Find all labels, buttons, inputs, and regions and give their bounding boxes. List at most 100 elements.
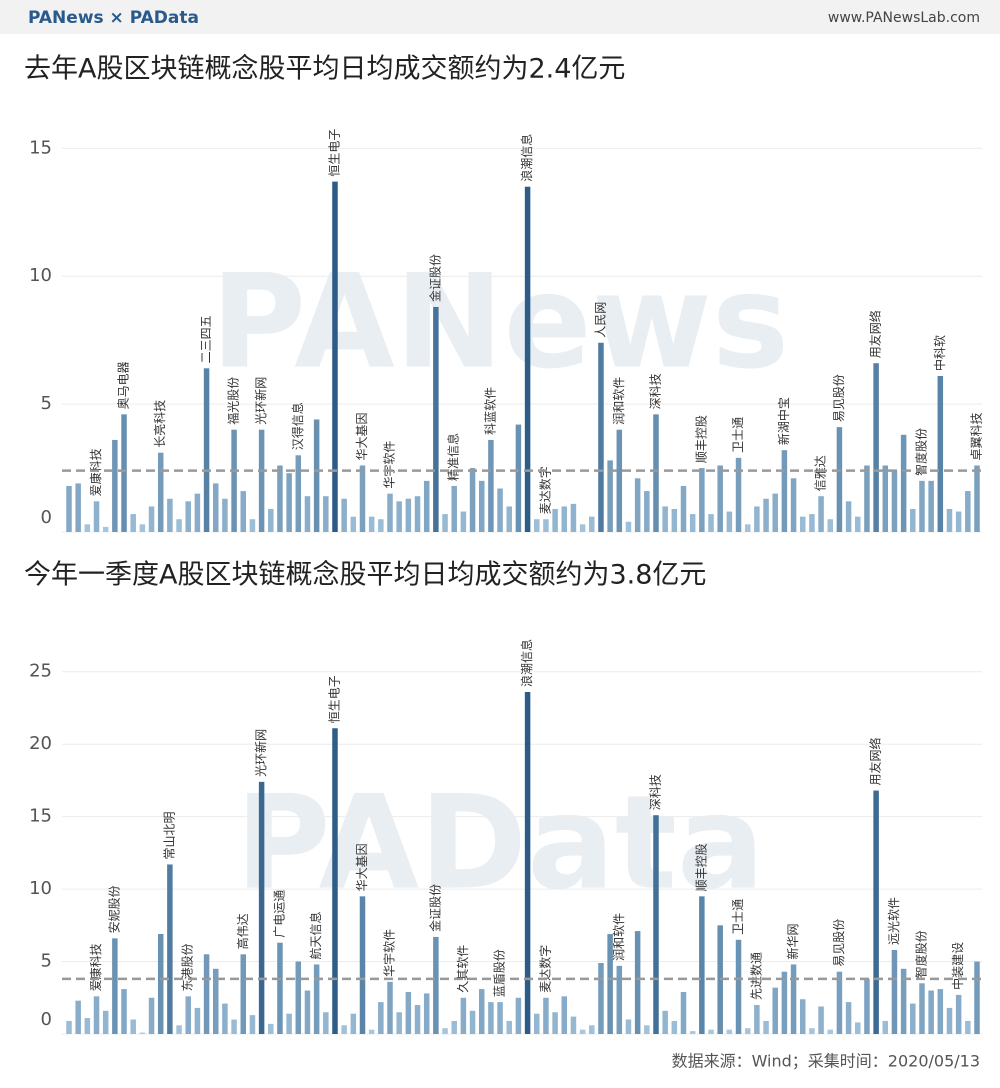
bar: [203, 368, 210, 532]
bar-label: 智度股份: [913, 428, 928, 476]
bar: [763, 1020, 769, 1034]
bar: [423, 480, 430, 532]
bar-label: 长亮科技: [152, 400, 167, 448]
bar: [836, 427, 843, 532]
bar: [488, 1002, 494, 1034]
bar: [167, 498, 173, 532]
bar-label: 久其软件: [456, 945, 470, 993]
bar: [304, 990, 311, 1034]
bar-label: 华宇软件: [383, 441, 397, 489]
bar: [625, 1019, 632, 1034]
bar: [717, 465, 723, 532]
y-tick-label: 15: [29, 806, 52, 827]
bar-label: 深科技: [648, 774, 662, 810]
bar: [873, 790, 879, 1034]
y-tick-label: 10: [29, 265, 52, 286]
bar: [616, 965, 623, 1034]
bar: [790, 964, 797, 1034]
bar-label: 深科技: [648, 373, 662, 409]
bar: [744, 1028, 751, 1034]
bar: [955, 511, 962, 532]
bar: [524, 692, 531, 1034]
bar-label: 卫士通: [731, 899, 745, 935]
bar: [561, 996, 568, 1034]
bar: [396, 1012, 402, 1034]
bar: [405, 991, 412, 1034]
bar: [176, 519, 182, 532]
bar: [442, 1028, 448, 1034]
bar-label: 精准信息: [446, 433, 461, 481]
bar-label: 高伟达: [235, 913, 250, 949]
bar-label: 恒生电子: [327, 129, 341, 177]
bar: [268, 508, 274, 532]
url: www.PANewsLab.com: [828, 10, 980, 26]
bar: [506, 506, 512, 532]
bar: [313, 419, 320, 532]
bar: [396, 501, 402, 532]
bar: [891, 470, 898, 532]
footer: 数据来源：Wind；采集时间：2020/05/13: [672, 1052, 980, 1071]
bar: [212, 968, 219, 1034]
bar-label: 恒生电子: [327, 675, 341, 723]
bar: [534, 1013, 540, 1034]
bar-label: 浪潮信息: [519, 134, 534, 182]
bar: [616, 429, 623, 532]
bar: [845, 1002, 852, 1034]
bar: [965, 1020, 971, 1034]
bar: [965, 491, 971, 532]
bar: [112, 938, 118, 1034]
bar: [570, 1016, 577, 1034]
bar: [185, 501, 191, 532]
bar-label: 华大基因: [355, 843, 369, 891]
bar-label: 信雅达: [813, 455, 828, 491]
bar: [552, 508, 558, 532]
bar: [121, 414, 127, 532]
bar: [323, 1012, 329, 1034]
bar-label: 中科软: [932, 335, 947, 371]
bar: [350, 516, 357, 532]
chart-title: 去年A股区块链概念股平均日均成交额约为2.4亿元: [24, 54, 625, 85]
bar: [919, 983, 925, 1034]
bar: [946, 508, 953, 532]
bar-label: 二三四五: [199, 315, 213, 363]
bar: [157, 452, 164, 532]
bar-label: 科蓝软件: [483, 387, 497, 435]
bar: [910, 508, 916, 532]
bar: [185, 996, 191, 1034]
bar: [442, 514, 448, 532]
bar: [102, 526, 109, 532]
bar: [836, 971, 843, 1034]
bar: [157, 934, 164, 1034]
bar: [478, 480, 485, 532]
bar: [387, 493, 393, 532]
y-tick-label: 0: [41, 507, 52, 528]
bar: [323, 496, 329, 532]
bar: [689, 514, 696, 532]
bar: [699, 896, 705, 1034]
bar: [469, 1010, 476, 1034]
bar: [277, 942, 283, 1034]
bar-label: 中装建设: [950, 942, 965, 990]
bar: [139, 1032, 146, 1034]
bar: [689, 1031, 696, 1034]
bar: [864, 465, 870, 532]
bar: [460, 997, 467, 1034]
bar: [130, 1019, 136, 1034]
bar: [341, 498, 347, 532]
bar: [268, 1023, 274, 1034]
bar: [634, 478, 641, 532]
bar: [653, 815, 659, 1034]
bar-label: 汉得信息: [290, 402, 305, 450]
bar: [726, 1029, 733, 1034]
bar-label: 麦达数字: [537, 466, 552, 514]
bar: [451, 1020, 457, 1034]
bar: [589, 1025, 595, 1034]
bar: [240, 954, 247, 1034]
bar-label: 福光股份: [226, 377, 241, 425]
bar: [799, 516, 806, 532]
bar: [607, 460, 613, 532]
bar: [891, 949, 898, 1034]
bar: [478, 989, 485, 1034]
bar: [827, 519, 834, 532]
